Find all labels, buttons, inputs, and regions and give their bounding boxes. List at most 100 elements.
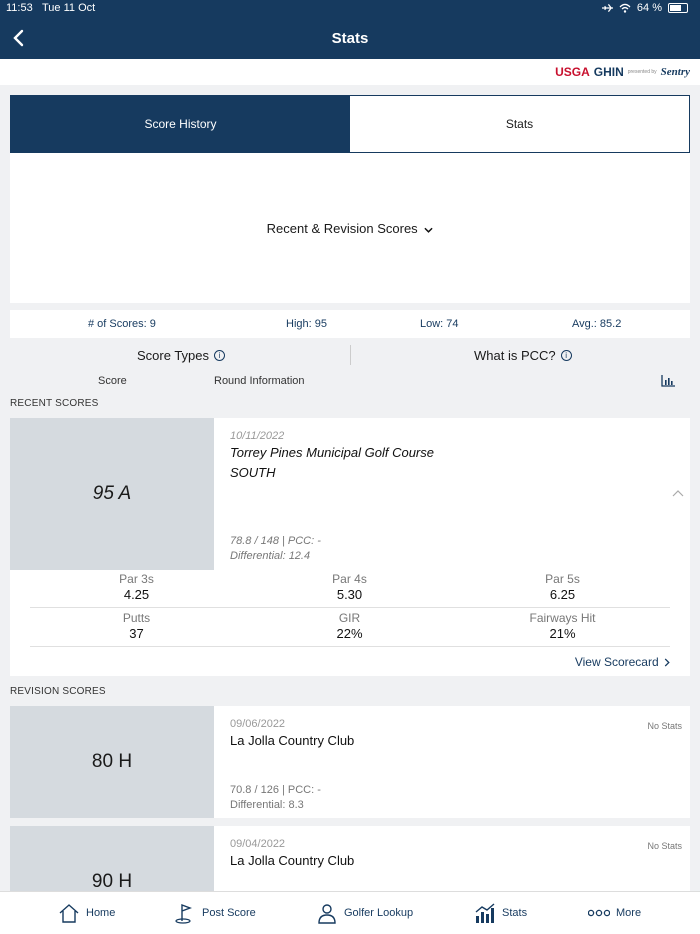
wifi-icon — [619, 3, 631, 13]
sponsor-logo-bar: USGA GHIN presented by Sentry — [0, 59, 700, 85]
battery-icon — [668, 3, 688, 13]
tabbar-label: Post Score — [202, 907, 256, 919]
stat-fairways: Fairways Hit 21% — [456, 611, 669, 641]
tab-stats[interactable]: Stats — [505, 117, 534, 131]
hole-stats: Par 3s 4.25 Par 4s 5.30 Par 5s 6.25 Putt… — [30, 572, 670, 648]
stat-label: Par 3s — [119, 572, 154, 586]
bottom-tab-bar: Home Post Score Golfer Lookup Stats More — [0, 891, 700, 934]
score-filter-label: Recent & Revision Scores — [266, 221, 418, 236]
tabbar-label: More — [616, 907, 642, 919]
logo-usga: USGA — [555, 65, 590, 79]
stat-par4: Par 4s 5.30 — [243, 572, 456, 602]
score-filter-dropdown[interactable]: Recent & Revision Scores — [10, 221, 690, 236]
divider — [30, 646, 670, 647]
tabbar-home[interactable]: Home — [58, 902, 115, 924]
score-card[interactable]: 80 H 09/06/2022 No Stats La Jolla Countr… — [10, 706, 690, 818]
stat-value: 22% — [336, 626, 363, 641]
recent-scores-label: RECENT SCORES — [10, 398, 99, 409]
score-card[interactable]: 95 A 10/11/2022 Torrey Pines Municipal G… — [10, 418, 690, 676]
score-value: 95 A — [10, 418, 214, 570]
pcc-label: What is PCC? — [474, 348, 556, 363]
revision-scores-label: REVISION SCORES — [10, 686, 106, 697]
score-types-label: Score Types — [137, 348, 210, 363]
score-count: # of Scores: 9 — [88, 318, 156, 330]
stat-label: Par 5s — [545, 572, 580, 586]
tabbar-post-score[interactable]: Post Score — [174, 902, 256, 924]
logo-sponsor: Sentry — [660, 66, 690, 78]
score-value: 80 H — [10, 706, 214, 818]
stat-value: 21% — [549, 626, 576, 641]
score-value: 90 H — [10, 826, 214, 892]
logo-presented: presented by — [627, 69, 657, 75]
differential: Differential: 8.3 — [230, 799, 304, 811]
info-icon: i — [560, 350, 572, 361]
score-card[interactable]: 90 H 09/04/2022 No Stats La Jolla Countr… — [10, 826, 690, 892]
divider — [350, 345, 351, 365]
info-icon: i — [214, 350, 226, 361]
usga-ghin-logo: USGA GHIN presented by Sentry — [555, 65, 690, 79]
tabbar-label: Stats — [502, 907, 528, 919]
tabbar-golfer-lookup[interactable]: Golfer Lookup — [316, 902, 413, 924]
chevron-left-icon — [13, 29, 24, 47]
view-scorecard-label: View Scorecard — [574, 655, 659, 669]
column-header-score: Score — [98, 375, 127, 387]
score-date: 09/04/2022 — [230, 838, 286, 850]
score-high: High: 95 — [286, 318, 327, 330]
chevron-down-icon — [424, 227, 433, 233]
bar-chart-icon[interactable] — [660, 374, 676, 388]
filter-panel: Recent & Revision Scores — [10, 153, 690, 303]
pcc-info-link[interactable]: What is PCC? i — [474, 348, 572, 363]
column-header-round-info: Round Information — [214, 375, 305, 387]
stat-label: GIR — [338, 611, 361, 625]
stat-value: 4.25 — [123, 587, 150, 602]
course-rating: 78.8 / 148 | PCC: - — [230, 535, 321, 547]
airplane-icon — [601, 3, 613, 13]
score-types-link[interactable]: Score Types i — [137, 348, 226, 363]
status-date: Tue 11 Oct — [42, 2, 96, 14]
page-title: Stats — [331, 30, 369, 47]
course-rating: 70.8 / 126 | PCC: - — [230, 784, 321, 796]
tabbar-more[interactable]: More — [588, 902, 641, 924]
divider — [30, 607, 670, 608]
top-navigation-bar: 11:53 Tue 11 Oct 64 % Stats — [0, 0, 700, 59]
view-scorecard-link[interactable]: View Scorecard — [575, 655, 670, 669]
stat-par5: Par 5s 6.25 — [456, 572, 669, 602]
tee-name: SOUTH — [230, 465, 276, 480]
info-links: Score Types i What is PCC? i — [10, 343, 690, 369]
no-stats-label: No Stats — [647, 721, 682, 731]
golf-flag-icon — [175, 903, 192, 924]
differential: Differential: 12.4 — [230, 550, 311, 562]
score-date: 10/11/2022 — [230, 430, 285, 442]
person-icon — [318, 904, 336, 924]
battery-percent: 64 % — [636, 2, 662, 14]
stat-putts: Putts 37 — [30, 611, 243, 641]
stat-value: 6.25 — [549, 587, 576, 602]
no-stats-label: No Stats — [647, 841, 682, 851]
chevron-right-icon — [664, 658, 670, 667]
bar-chart-icon — [475, 903, 495, 923]
course-name: Torrey Pines Municipal Golf Course — [230, 445, 434, 460]
tabbar-stats[interactable]: Stats — [474, 902, 527, 924]
segmented-tabs: Score History Stats — [10, 95, 690, 153]
stat-par3: Par 3s 4.25 — [30, 572, 243, 602]
more-dots-icon — [588, 909, 610, 917]
column-headers: Score Round Information — [10, 374, 690, 390]
tab-score-history[interactable]: Score History — [11, 96, 350, 152]
course-name: La Jolla Country Club — [230, 853, 355, 868]
course-name: La Jolla Country Club — [230, 733, 355, 748]
home-icon — [59, 904, 79, 923]
score-low: Low: 74 — [420, 318, 459, 330]
stat-label: Putts — [122, 611, 151, 625]
stat-label: Par 4s — [332, 572, 367, 586]
logo-ghin: GHIN — [593, 65, 624, 79]
score-average: Avg.: 85.2 — [572, 318, 622, 330]
stat-gir: GIR 22% — [243, 611, 456, 641]
chevron-up-icon[interactable] — [672, 488, 684, 498]
back-button[interactable] — [6, 24, 30, 52]
tabbar-label: Golfer Lookup — [344, 907, 414, 919]
score-date: 09/06/2022 — [230, 718, 286, 730]
stat-label: Fairways Hit — [529, 611, 596, 625]
stat-value: 5.30 — [336, 587, 363, 602]
stat-value: 37 — [129, 626, 144, 641]
status-indicators: 64 % — [601, 2, 688, 14]
